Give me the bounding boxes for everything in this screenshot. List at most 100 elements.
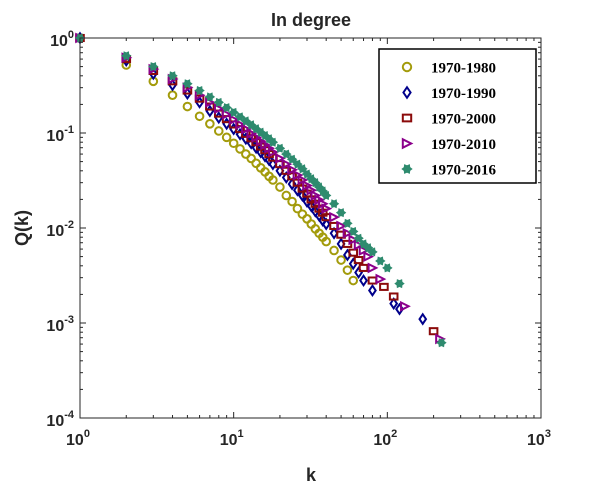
data-point <box>182 87 192 101</box>
data-point <box>268 146 279 158</box>
legend-label: 1970-1990 <box>431 86 496 102</box>
data-point <box>235 144 245 154</box>
data-point <box>260 149 270 163</box>
data-point <box>336 230 346 239</box>
legend-item: 1970-2010 <box>401 137 496 153</box>
data-point <box>287 172 297 181</box>
data-point <box>342 227 354 239</box>
data-point <box>321 217 331 231</box>
data-point <box>436 338 447 348</box>
data-point <box>336 255 346 265</box>
data-point <box>213 103 225 115</box>
data-point <box>375 273 387 285</box>
data-point <box>358 263 369 272</box>
data-point <box>428 327 439 336</box>
data-point <box>342 265 353 275</box>
series-1970-1980 <box>75 33 359 286</box>
data-point <box>268 175 278 185</box>
data-point <box>348 226 359 236</box>
data-point <box>275 182 285 192</box>
data-point <box>167 71 178 81</box>
data-point <box>388 292 399 301</box>
legend-box <box>378 48 537 184</box>
legend-marker <box>401 137 414 150</box>
chart-title: In degree <box>271 10 351 30</box>
data-point <box>292 183 302 197</box>
data-point <box>182 101 193 112</box>
legend-marker <box>401 164 413 174</box>
data-point <box>281 149 292 159</box>
data-point <box>194 111 205 122</box>
data-point <box>221 108 233 120</box>
data-point <box>329 245 339 256</box>
x-tick-label: 103 <box>527 428 551 449</box>
data-point <box>328 199 340 209</box>
legend-label: 1970-1980 <box>431 61 496 77</box>
data-point <box>389 297 399 311</box>
data-point <box>321 203 333 215</box>
data-point <box>342 239 353 248</box>
data-point <box>275 153 286 164</box>
data-point <box>297 188 307 202</box>
data-point <box>268 157 278 171</box>
legend-label: 1970-2010 <box>431 137 496 153</box>
tick-labels: 100 101 102 103 100 10-1 10-2 10-3 10-4 <box>46 29 551 449</box>
y-tick-label: 100 <box>50 29 74 50</box>
x-axis-label: k <box>306 465 317 485</box>
data-point <box>382 263 393 273</box>
data-markers <box>74 31 447 348</box>
data-point <box>367 262 379 274</box>
data-point <box>292 203 303 214</box>
legend-item: 1970-1990 <box>402 85 496 102</box>
legend-marker <box>401 61 413 73</box>
data-point <box>368 283 377 297</box>
data-point <box>205 118 215 129</box>
data-point <box>379 282 389 291</box>
data-point <box>320 190 332 200</box>
x-tick-label: 102 <box>373 428 397 449</box>
data-point <box>246 153 256 164</box>
data-point <box>228 114 240 126</box>
data-point <box>194 86 205 96</box>
data-point <box>353 239 365 251</box>
data-point <box>367 247 378 257</box>
data-point <box>353 255 364 265</box>
data-point <box>287 164 299 176</box>
data-point <box>400 300 411 312</box>
data-point <box>335 208 347 218</box>
x-tick-label: 101 <box>220 428 244 449</box>
data-point <box>287 196 297 207</box>
plot-frame <box>79 37 542 419</box>
data-point <box>342 218 353 228</box>
data-point <box>205 96 216 108</box>
data-point <box>348 234 360 246</box>
data-point <box>336 220 348 232</box>
legend-item: 1970-2000 <box>401 112 496 128</box>
legend-label: 1970-2016 <box>431 163 496 179</box>
data-point <box>375 256 386 266</box>
data-point <box>281 158 293 170</box>
data-point <box>292 169 304 181</box>
legend-label: 1970-2000 <box>431 112 496 128</box>
y-axis-label: Q(k) <box>12 210 32 246</box>
legend-marker <box>401 113 413 123</box>
data-point <box>246 127 258 139</box>
data-point <box>241 123 252 135</box>
legend-item: 1970-2016 <box>401 163 496 179</box>
data-point <box>281 190 292 201</box>
data-point <box>321 236 331 247</box>
x-tick-label: 100 <box>66 428 90 449</box>
data-point <box>148 62 159 72</box>
data-point <box>348 248 359 257</box>
y-tick-label: 10-4 <box>46 409 74 430</box>
data-point <box>418 312 428 326</box>
y-tick-label: 10-3 <box>46 314 74 335</box>
legend-item: 1970-1980 <box>401 61 496 77</box>
data-point <box>221 132 232 143</box>
data-point <box>394 279 405 289</box>
data-point <box>274 143 286 153</box>
data-point <box>235 119 247 130</box>
data-point <box>204 92 216 102</box>
data-point <box>221 103 232 113</box>
